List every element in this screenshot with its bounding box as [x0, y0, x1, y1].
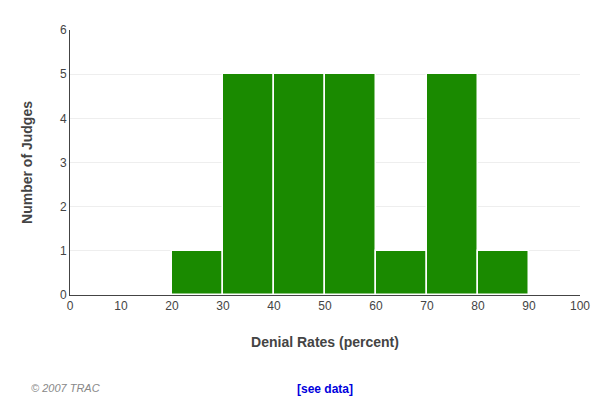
svg-text:5: 5 [60, 67, 67, 81]
svg-text:[see data]: [see data] [297, 382, 353, 396]
svg-text:4: 4 [60, 112, 67, 126]
svg-text:50: 50 [318, 299, 332, 313]
svg-text:100: 100 [570, 299, 590, 313]
svg-text:80: 80 [471, 299, 485, 313]
svg-text:20: 20 [165, 299, 179, 313]
svg-text:2: 2 [60, 200, 67, 214]
svg-text:6: 6 [60, 23, 67, 37]
svg-text:90: 90 [522, 299, 536, 313]
svg-text:0: 0 [67, 299, 74, 313]
svg-text:60: 60 [369, 299, 383, 313]
svg-text:40: 40 [267, 299, 281, 313]
svg-text:Denial Rates (percent): Denial Rates (percent) [251, 334, 399, 350]
svg-text:30: 30 [216, 299, 230, 313]
svg-text:70: 70 [420, 299, 434, 313]
svg-text:© 2007 TRAC: © 2007 TRAC [31, 382, 100, 394]
svg-text:10: 10 [114, 299, 128, 313]
svg-text:1: 1 [60, 244, 67, 258]
svg-text:3: 3 [60, 156, 67, 170]
svg-text:Number of Judges: Number of Judges [19, 101, 35, 224]
svg-text:0: 0 [60, 288, 67, 302]
